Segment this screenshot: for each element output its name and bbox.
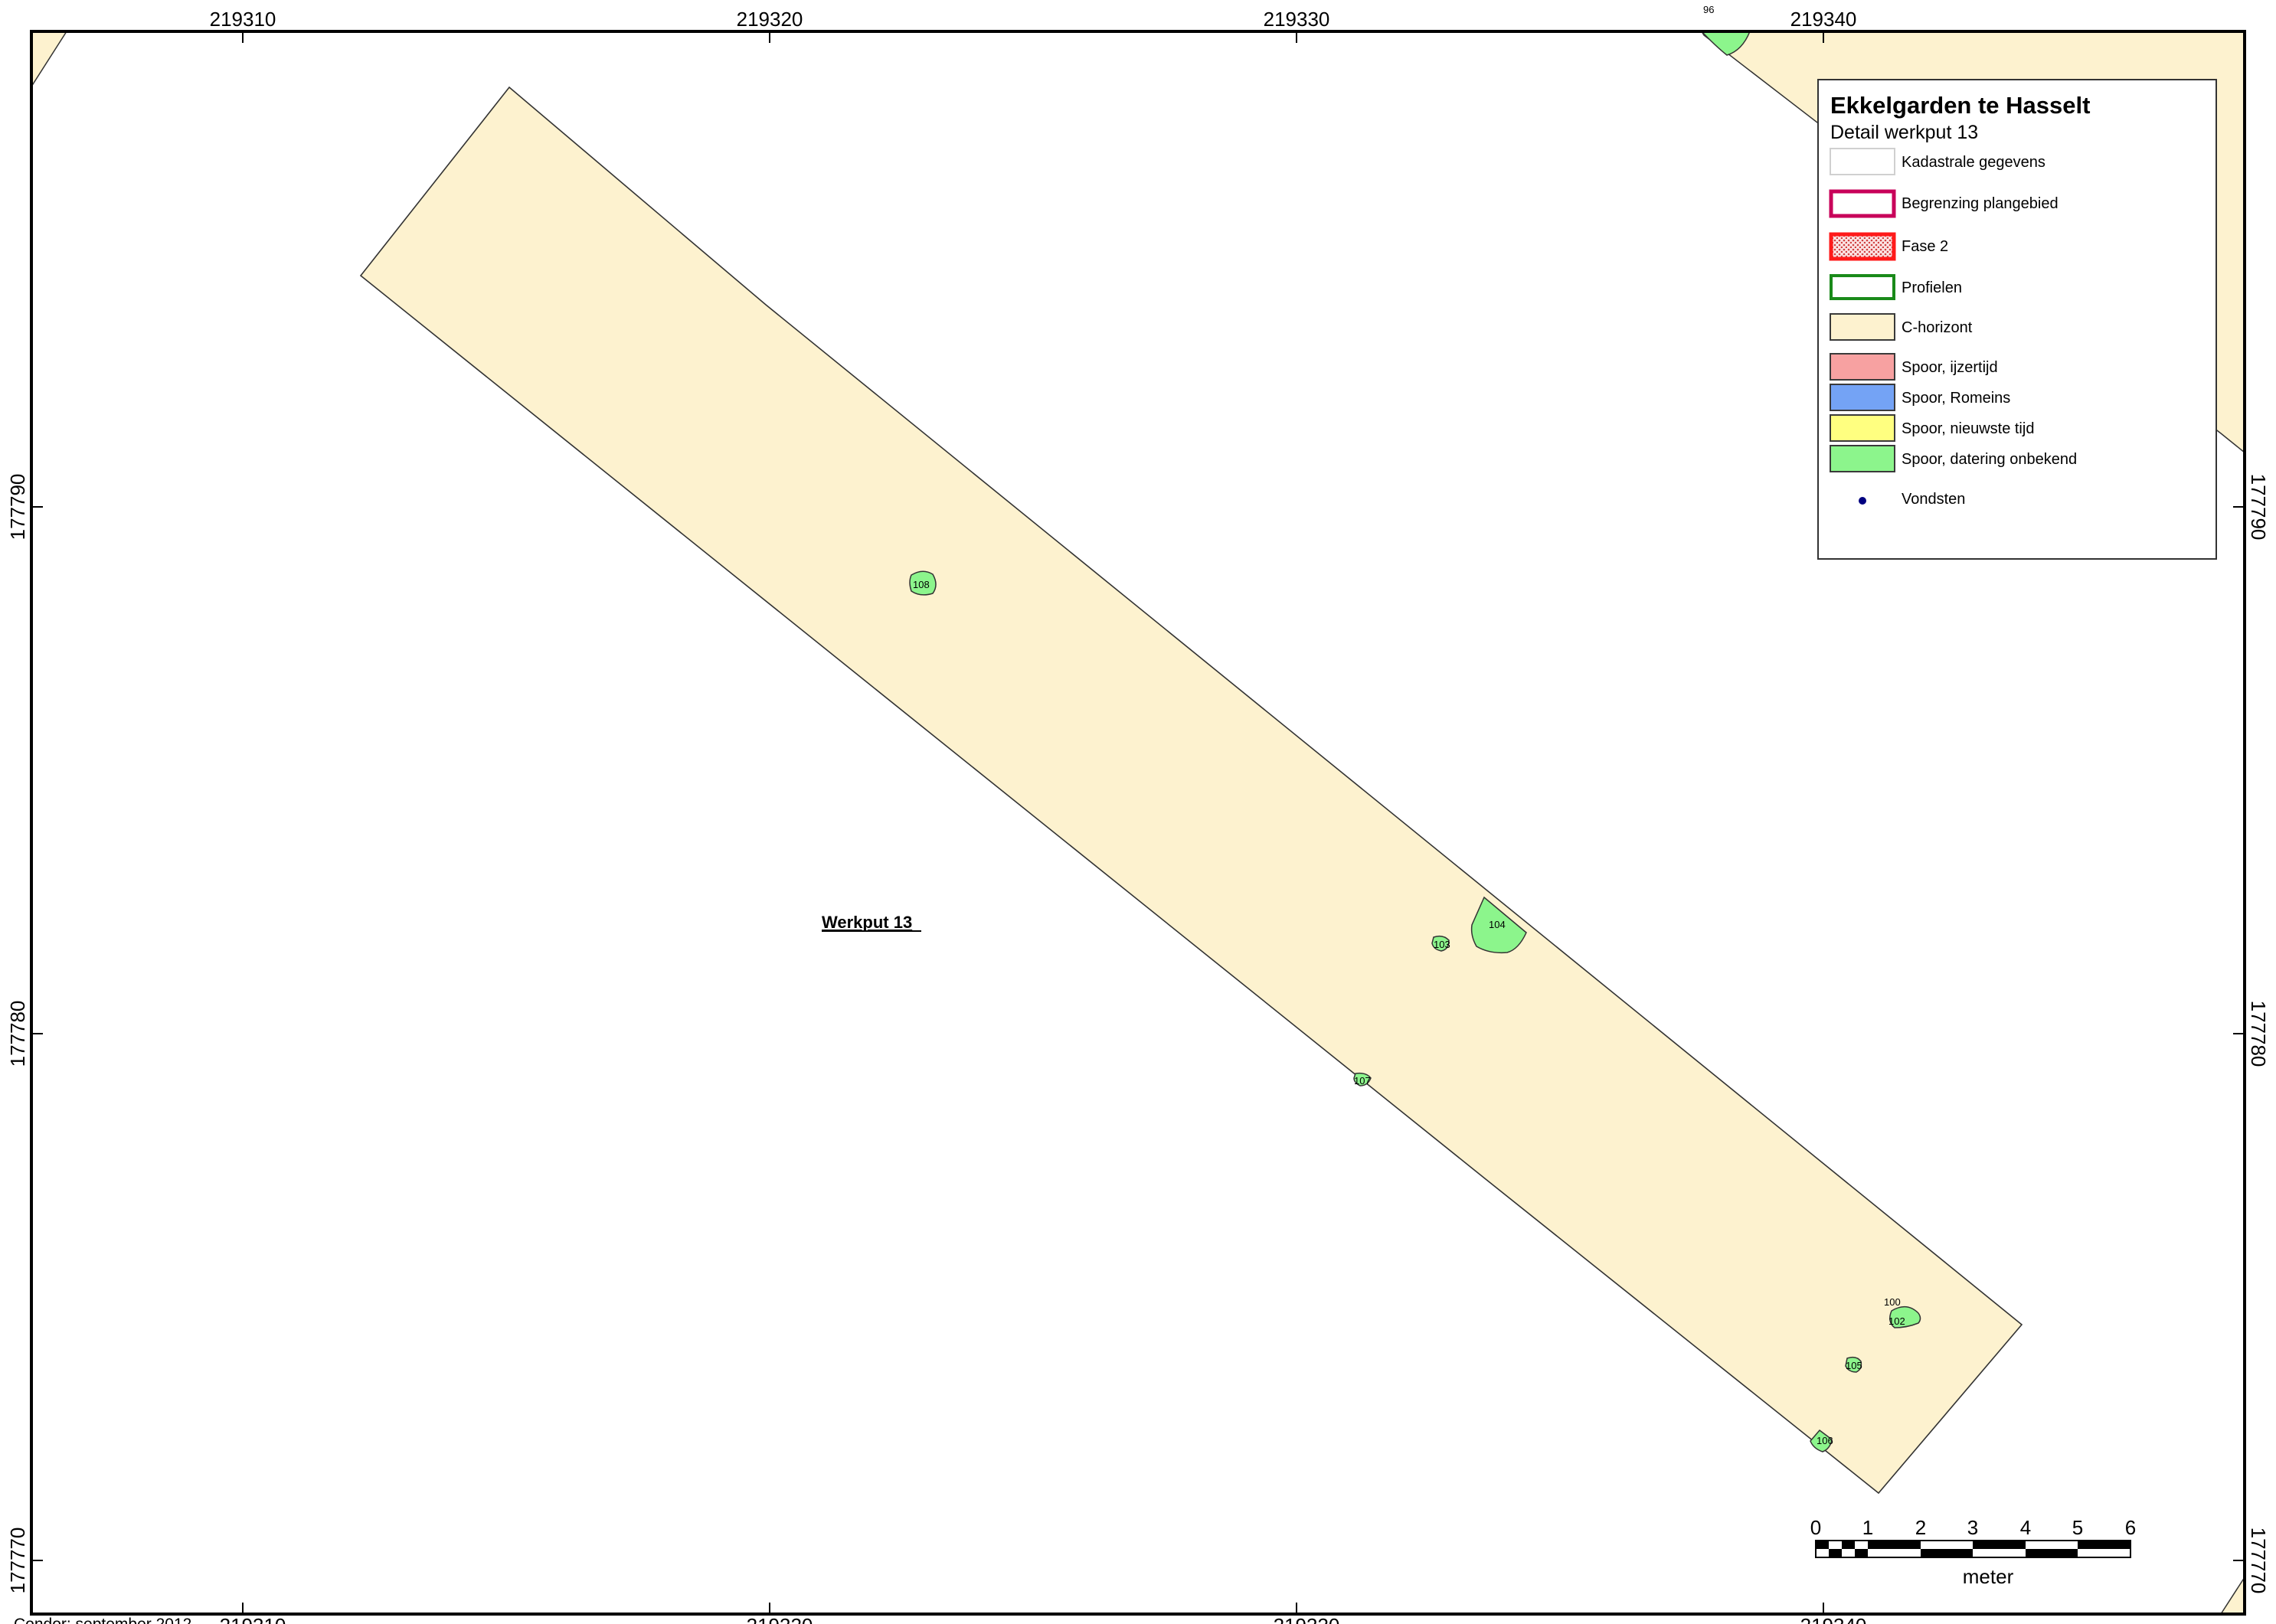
feature-103 — [1431, 935, 1450, 952]
legend-label-vondsten: Vondsten — [1902, 491, 1965, 508]
legend-item-profielen: Profielen — [1830, 274, 1962, 300]
legend-swatch-nieuwste-tijd — [1830, 414, 1895, 442]
feature-label-104: 104 — [1489, 919, 1506, 930]
x-tick-labels-bottom: 219310 219320 219330 219340 — [220, 1614, 1867, 1624]
feature-label-102: 102 — [1888, 1315, 1905, 1327]
feature-label-106: 106 — [1817, 1435, 1833, 1446]
legend-item-kadastrale: Kadastrale gegevens — [1830, 148, 2045, 175]
y-tick-right-2: 177780 — [2247, 1001, 2270, 1067]
scale-label-4: 4 — [2020, 1516, 2031, 1539]
legend-item-nieuwste-tijd: Spoor, nieuwste tijd — [1830, 414, 2034, 442]
scale-label-3: 3 — [1967, 1516, 1978, 1539]
feature-label-107: 107 — [1354, 1075, 1371, 1086]
legend-label-ijzertijd: Spoor, ijzertijd — [1902, 359, 1998, 376]
legend-label-datering-onbekend: Spoor, datering onbekend — [1902, 451, 2077, 468]
scale-label-5: 5 — [2072, 1516, 2083, 1539]
legend-swatch-romeins — [1830, 384, 1895, 411]
legend-item-begrenzing: Begrenzing plangebied — [1829, 189, 2059, 218]
feature-105 — [1845, 1356, 1862, 1373]
feature-label-103: 103 — [1434, 939, 1450, 950]
legend: Ekkelgarden te Hasselt Detail werkput 13… — [1817, 79, 2217, 560]
legend-swatch-begrenzing — [1829, 189, 1896, 218]
legend-item-c-horizont: C-horizont — [1830, 313, 1973, 341]
feature-96 — [1700, 31, 1751, 56]
scale-label-6: 6 — [2125, 1516, 2136, 1539]
y-tick-left-1: 177790 — [6, 474, 29, 541]
scale-bar: 0 1 2 3 4 5 6 meter — [1810, 1516, 2136, 1588]
scale-unit: meter — [1963, 1565, 2014, 1588]
x-tick-top-3: 219330 — [1264, 8, 1330, 31]
x-tick-labels-top: 219310 219320 219330 219340 — [210, 8, 1857, 31]
feature-106 — [1810, 1429, 1833, 1452]
legend-label-c-horizont: C-horizont — [1902, 319, 1973, 336]
scale-label-1: 1 — [1862, 1516, 1873, 1539]
y-tick-right-1: 177790 — [2247, 474, 2270, 541]
x-tick-bottom-3: 219330 — [1274, 1614, 1340, 1624]
legend-label-romeins: Spoor, Romeins — [1902, 390, 2010, 407]
legend-label-nieuwste-tijd: Spoor, nieuwste tijd — [1902, 420, 2034, 437]
legend-subtitle: Detail werkput 13 — [1830, 122, 1978, 143]
legend-swatch-profielen — [1830, 274, 1895, 300]
y-tick-labels-right: 177790 177780 177770 — [2247, 474, 2270, 1594]
scale-bar-labels: 0 1 2 3 4 5 6 meter — [1810, 1516, 2136, 1588]
credit-text: Condor: september 2012 — [14, 1616, 191, 1624]
y-tick-left-3: 177770 — [6, 1528, 29, 1594]
x-tick-bottom-2: 219320 — [747, 1614, 813, 1624]
legend-label-kadastrale: Kadastrale gegevens — [1902, 154, 2045, 171]
feature-label-96: 96 — [1703, 4, 1714, 15]
x-tick-bottom-4: 219340 — [1800, 1614, 1867, 1624]
legend-swatch-c-horizont — [1830, 313, 1895, 341]
feature-label-100: 100 — [1884, 1296, 1901, 1308]
legend-swatch-ijzertijd — [1830, 353, 1895, 381]
legend-item-datering-onbekend: Spoor, datering onbekend — [1830, 445, 2077, 472]
feature-label-105: 105 — [1846, 1360, 1862, 1371]
feature-104 — [1470, 896, 1527, 954]
legend-item-romeins: Spoor, Romeins — [1830, 384, 2010, 411]
feature-108 — [909, 570, 937, 596]
legend-swatch-datering-onbekend — [1830, 445, 1895, 472]
legend-label-begrenzing: Begrenzing plangebied — [1902, 195, 2059, 212]
legend-title: Ekkelgarden te Hasselt — [1830, 92, 2090, 119]
y-tick-right-3: 177770 — [2247, 1528, 2270, 1594]
legend-item-ijzertijd: Spoor, ijzertijd — [1830, 353, 1998, 381]
features-layer — [909, 31, 1921, 1452]
feature-label-108: 108 — [913, 579, 930, 590]
feature-102 — [1889, 1306, 1921, 1328]
x-tick-top-2: 219320 — [737, 8, 803, 31]
feature-labels: 96 108 104 103 107 100 102 105 106 — [913, 4, 1905, 1446]
legend-label-profielen: Profielen — [1902, 279, 1962, 296]
legend-swatch-fase2 — [1829, 232, 1896, 261]
y-tick-labels-left: 177790 177780 177770 — [6, 474, 29, 1594]
x-tick-top-1: 219310 — [210, 8, 276, 31]
trench-label: Werkput 13 — [822, 913, 912, 932]
grid-ticks — [31, 31, 2245, 1614]
werkput-13-trench — [359, 86, 2023, 1495]
map-border — [30, 30, 2246, 1616]
legend-item-fase2: Fase 2 — [1829, 232, 1948, 261]
legend-swatch-vondsten — [1859, 497, 1866, 505]
scale-label-2: 2 — [1915, 1516, 1926, 1539]
scale-label-0: 0 — [1810, 1516, 1821, 1539]
legend-item-vondsten: Vondsten — [1859, 491, 1965, 508]
legend-label-fase2: Fase 2 — [1902, 238, 1948, 255]
feature-107 — [1353, 1072, 1372, 1086]
y-tick-left-2: 177780 — [6, 1001, 29, 1067]
scale-bar-segments — [1816, 1541, 2130, 1557]
x-tick-bottom-1: 219310 — [220, 1614, 286, 1624]
legend-swatch-kadastrale — [1830, 148, 1895, 175]
x-tick-top-4: 219340 — [1790, 8, 1857, 31]
